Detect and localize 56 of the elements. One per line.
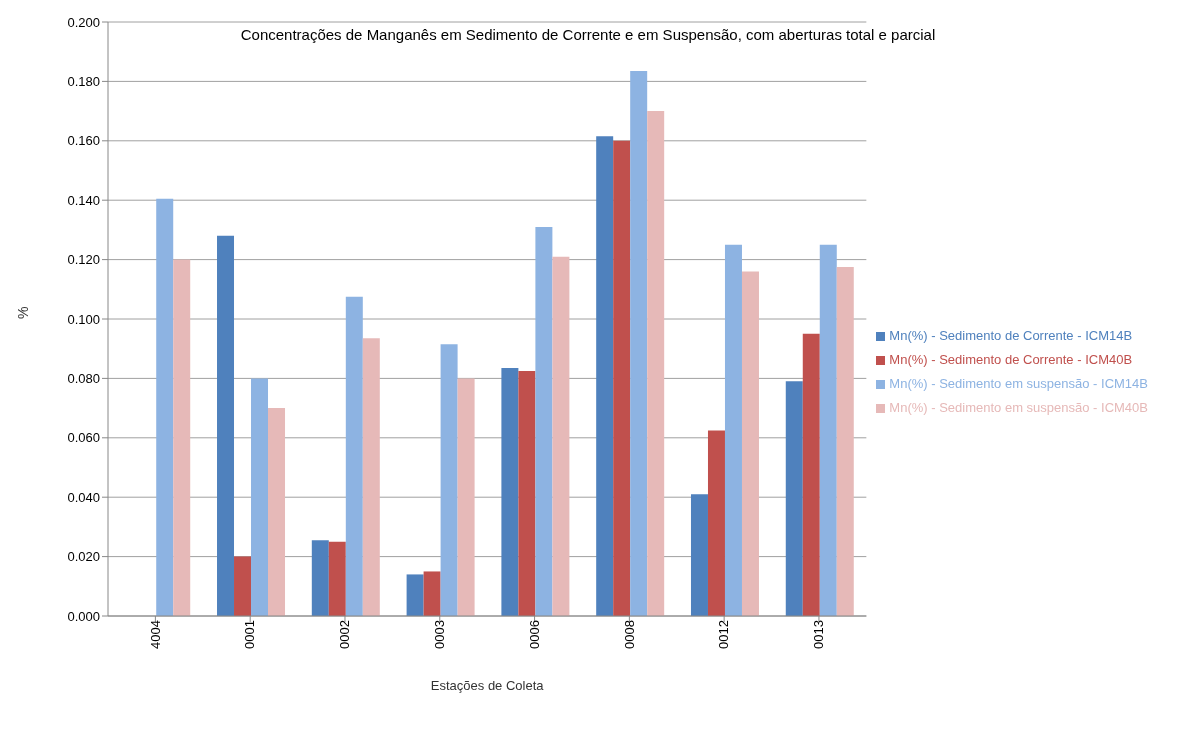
- bar: [802, 333, 820, 616]
- bar: [173, 259, 191, 616]
- x-tick-label: 0013: [811, 620, 827, 649]
- x-axis-title: Estações de Coleta: [430, 678, 545, 694]
- y-tick-label: 0.200: [67, 14, 100, 30]
- legend-label: Mn(%) - Sedimento de Corrente - ICM14B: [889, 328, 1133, 343]
- bar: [741, 271, 759, 616]
- x-tick-label: 0001: [242, 620, 258, 649]
- bar: [613, 140, 631, 616]
- bar: [234, 556, 252, 616]
- bar: [362, 338, 380, 616]
- x-tick-label: 0006: [526, 620, 542, 649]
- bar: [596, 136, 614, 616]
- bar: [785, 381, 803, 616]
- bar: [268, 408, 286, 616]
- bar: [518, 370, 536, 616]
- y-tick-label: 0.140: [67, 192, 100, 208]
- y-tick-label: 0.000: [67, 608, 100, 624]
- x-tick-label: 0008: [621, 620, 637, 649]
- bar: [406, 574, 424, 616]
- bar: [457, 378, 475, 616]
- bar: [501, 368, 519, 616]
- y-axis-title: %: [14, 306, 31, 319]
- bar: [423, 571, 441, 616]
- bar: [328, 541, 346, 616]
- bar: [647, 111, 665, 616]
- y-tick-label: 0.080: [67, 371, 100, 387]
- y-tick-label: 0.020: [67, 549, 100, 565]
- chart-title: Concentrações de Manganês em Sedimento de Corrente e em Suspensão, com aberturas total e parcial: [239, 26, 937, 43]
- bar: [535, 226, 553, 616]
- y-tick-label: 0.100: [67, 311, 100, 327]
- bar: [690, 494, 708, 616]
- legend-label: Mn(%) - Sedimento em suspensão - ICM40B: [889, 400, 1148, 415]
- x-tick-label: 4004: [147, 620, 163, 649]
- bar: [724, 244, 742, 616]
- bar: [251, 378, 269, 616]
- legend-label: Mn(%) - Sedimento de Corrente - ICM40B: [889, 352, 1133, 367]
- y-tick-label: 0.120: [67, 252, 100, 268]
- legend-label: Mn(%) - Sedimento em suspensão - ICM14B: [889, 376, 1148, 391]
- x-tick-label: 0003: [432, 620, 448, 649]
- bar: [311, 540, 329, 616]
- bar: [156, 198, 174, 616]
- y-tick-label: 0.180: [67, 74, 100, 90]
- bar: [552, 256, 570, 616]
- bar: [836, 267, 854, 616]
- bar: [630, 71, 648, 616]
- y-tick-label: 0.040: [67, 489, 100, 505]
- bar: [345, 296, 363, 616]
- y-tick-label: 0.160: [67, 133, 100, 149]
- bar: [707, 430, 725, 616]
- y-tick-label: 0.060: [67, 430, 100, 446]
- bar: [440, 344, 458, 616]
- x-tick-label: 0002: [337, 620, 353, 649]
- x-tick-label: 0012: [716, 620, 732, 649]
- bar: [217, 235, 235, 616]
- bar: [819, 244, 837, 616]
